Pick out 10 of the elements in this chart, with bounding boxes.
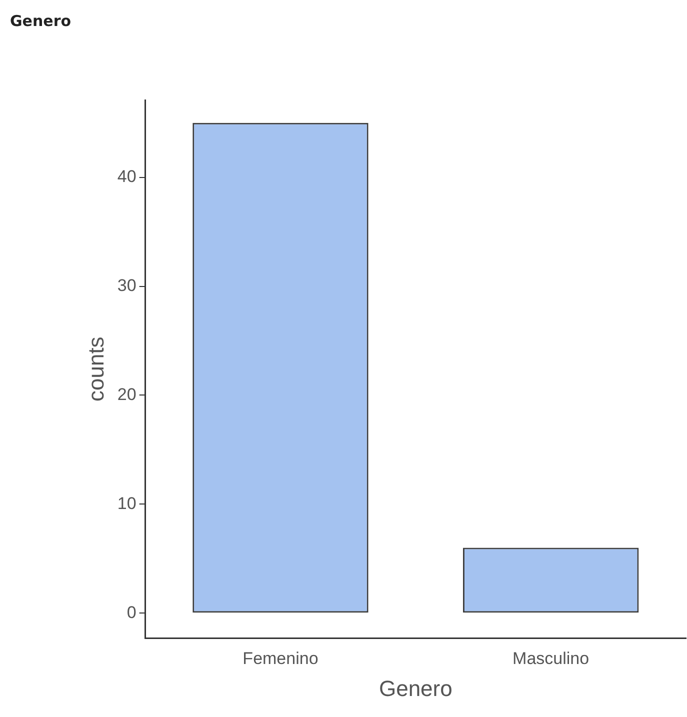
y-tick-label: 10: [117, 494, 136, 513]
y-tick-label: 40: [117, 167, 136, 186]
y-tick-label: 30: [117, 276, 136, 295]
x-axis-title: Genero: [378, 676, 452, 701]
chart-title: Genero: [10, 12, 72, 30]
y-tick-label: 0: [126, 602, 136, 622]
x-tick-label: Masculino: [512, 649, 590, 668]
y-tick-label: 20: [117, 384, 136, 404]
y-axis-title: counts: [83, 336, 108, 402]
x-tick-label: Femenino: [242, 649, 318, 668]
